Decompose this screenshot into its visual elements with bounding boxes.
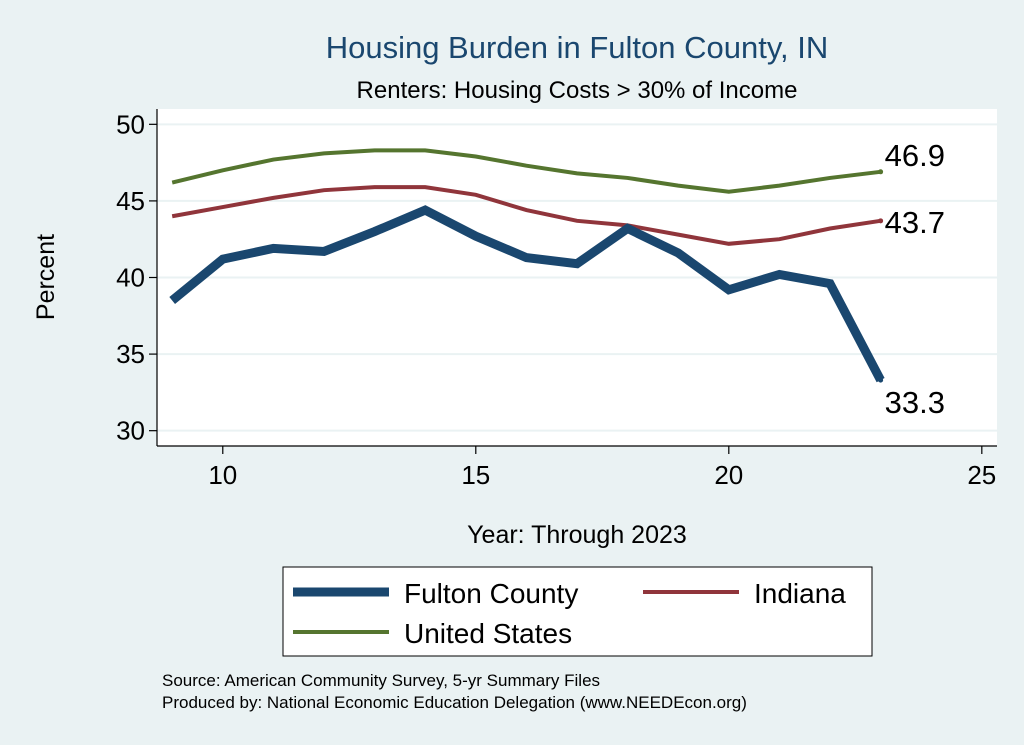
end-label-united-states: 46.9	[885, 138, 945, 173]
end-labels: 33.3 43.7 46.9	[885, 138, 945, 420]
y-tick-label: 50	[116, 109, 145, 139]
x-tick-label: 15	[461, 460, 490, 490]
legend-label-indiana: Indiana	[754, 578, 846, 609]
y-tick-label: 35	[116, 339, 145, 369]
y-tick-label: 40	[116, 263, 145, 293]
legend: Fulton County Indiana United States	[282, 566, 873, 657]
series-end-point-united-states	[878, 169, 884, 175]
y-axis-label: Percent	[32, 234, 60, 320]
end-label-indiana: 43.7	[885, 205, 945, 240]
series-line-united-states	[171, 148, 881, 194]
gridlines	[157, 123, 997, 432]
x-tick-label: 10	[208, 460, 237, 490]
y-tick-label: 30	[116, 416, 145, 446]
series-end-point-fulton-county	[878, 377, 884, 383]
series-end-point-indiana	[878, 218, 884, 224]
x-axis-label: Year: Through 2023	[467, 521, 687, 549]
legend-label-united-states: United States	[404, 618, 572, 649]
y-tick-label: 45	[116, 186, 145, 216]
chart-title: Housing Burden in Fulton County, IN	[326, 30, 829, 65]
end-label-fulton-county: 33.3	[885, 385, 945, 420]
source-note: Source: American Community Survey, 5-yr …	[162, 671, 600, 690]
producer-note: Produced by: National Economic Education…	[162, 693, 747, 712]
series-line-indiana	[171, 185, 881, 246]
x-tick-label: 20	[714, 460, 743, 490]
series-line-fulton-county	[169, 205, 885, 383]
x-tick-label: 25	[967, 460, 996, 490]
legend-label-fulton-county: Fulton County	[404, 578, 578, 609]
axes: 30 35 40 45 50 10 15 20 25	[116, 109, 997, 490]
legend-box	[282, 566, 873, 657]
chart-subtitle: Renters: Housing Costs > 30% of Income	[357, 77, 798, 104]
series-lines	[169, 148, 885, 383]
